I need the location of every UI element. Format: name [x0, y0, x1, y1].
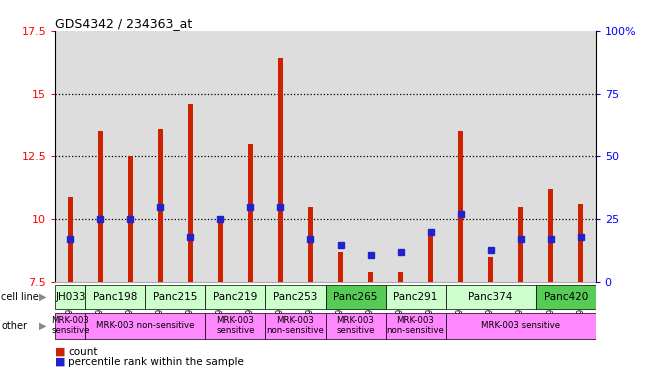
Text: Panc215: Panc215 — [153, 292, 198, 302]
Text: Panc374: Panc374 — [469, 292, 513, 302]
Text: Panc265: Panc265 — [333, 292, 378, 302]
Text: ■: ■ — [55, 347, 66, 357]
Text: ■: ■ — [55, 357, 66, 367]
Text: count: count — [68, 347, 98, 357]
Bar — [308, 207, 313, 282]
Bar — [458, 131, 464, 282]
Text: MRK-003 sensitive: MRK-003 sensitive — [481, 321, 560, 330]
Bar — [518, 207, 523, 282]
Bar — [187, 104, 193, 282]
Bar — [85, 313, 206, 339]
Bar — [488, 257, 493, 282]
Bar — [206, 31, 236, 282]
Bar — [368, 272, 373, 282]
Bar — [415, 31, 445, 282]
Bar — [115, 31, 145, 282]
Bar — [476, 31, 506, 282]
Text: ▶: ▶ — [39, 321, 47, 331]
Bar — [445, 313, 596, 339]
Bar — [536, 31, 566, 282]
Bar — [445, 285, 536, 309]
Bar — [326, 31, 355, 282]
Bar — [578, 204, 583, 282]
Text: cell line: cell line — [1, 292, 39, 302]
Bar — [266, 285, 326, 309]
Text: MRK-003
sensitive: MRK-003 sensitive — [337, 316, 375, 335]
Bar — [55, 285, 85, 309]
Bar — [506, 31, 536, 282]
Text: Panc219: Panc219 — [214, 292, 258, 302]
Bar — [326, 313, 385, 339]
Bar — [68, 197, 73, 282]
Text: MRK-003
non-sensitive: MRK-003 non-sensitive — [266, 316, 324, 335]
Bar — [385, 313, 445, 339]
Text: Panc198: Panc198 — [93, 292, 137, 302]
Bar — [248, 144, 253, 282]
Text: Panc291: Panc291 — [393, 292, 437, 302]
Bar — [296, 31, 326, 282]
Text: MRK-003 non-sensitive: MRK-003 non-sensitive — [96, 321, 195, 330]
Text: ▶: ▶ — [39, 292, 47, 302]
Bar — [158, 129, 163, 282]
Bar — [145, 285, 206, 309]
Bar — [398, 272, 403, 282]
Bar — [175, 31, 206, 282]
Bar — [445, 31, 476, 282]
Bar — [566, 31, 596, 282]
Bar — [55, 313, 85, 339]
Bar — [128, 157, 133, 282]
Text: GDS4342 / 234363_at: GDS4342 / 234363_at — [55, 17, 193, 30]
Text: Panc253: Panc253 — [273, 292, 318, 302]
Bar — [385, 285, 445, 309]
Bar — [266, 31, 296, 282]
Bar — [206, 285, 266, 309]
Bar — [326, 285, 385, 309]
Bar — [278, 58, 283, 282]
Text: MRK-003
non-sensitive: MRK-003 non-sensitive — [387, 316, 445, 335]
Bar — [206, 313, 266, 339]
Bar — [98, 131, 103, 282]
Bar — [355, 31, 385, 282]
Bar — [217, 219, 223, 282]
Text: Panc420: Panc420 — [544, 292, 588, 302]
Text: other: other — [1, 321, 27, 331]
Bar — [55, 31, 85, 282]
Bar — [338, 252, 343, 282]
Bar — [428, 232, 434, 282]
Text: JH033: JH033 — [55, 292, 85, 302]
Bar — [85, 31, 115, 282]
Bar — [385, 31, 415, 282]
Text: MRK-003
sensitive: MRK-003 sensitive — [216, 316, 255, 335]
Bar — [548, 189, 553, 282]
Text: percentile rank within the sample: percentile rank within the sample — [68, 357, 244, 367]
Bar — [85, 285, 145, 309]
Bar — [266, 313, 326, 339]
Text: MRK-003
sensitive: MRK-003 sensitive — [51, 316, 90, 335]
Bar — [145, 31, 175, 282]
Bar — [236, 31, 266, 282]
Bar — [536, 285, 596, 309]
